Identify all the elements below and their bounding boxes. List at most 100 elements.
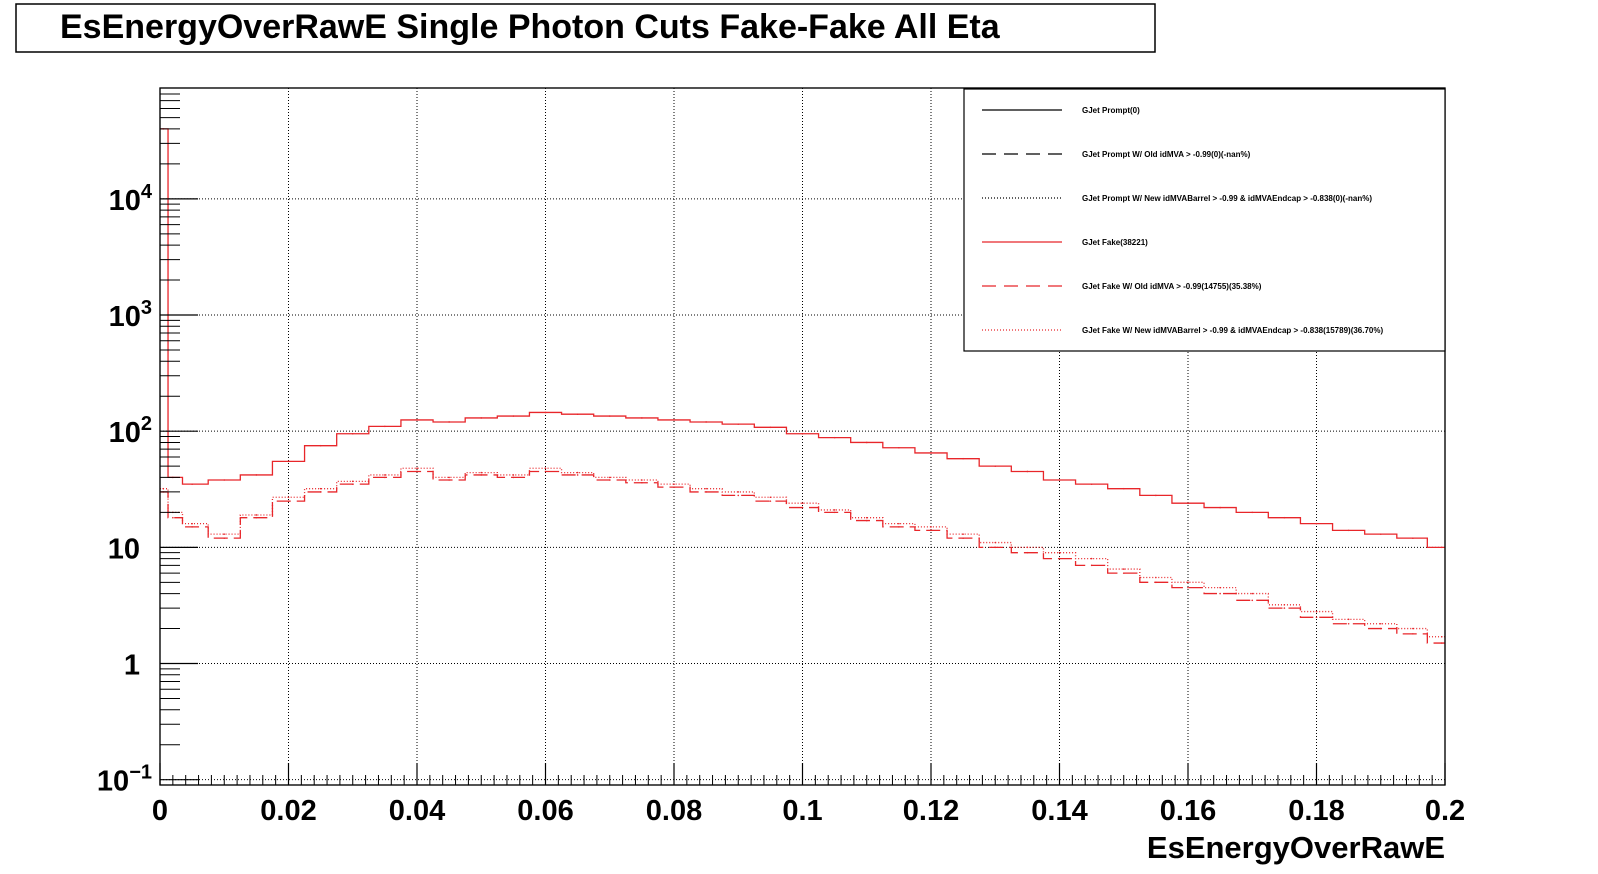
- series-point-5: [1122, 568, 1125, 570]
- series-point-4: [930, 529, 932, 532]
- series-point-5: [1155, 576, 1157, 579]
- series-point-3: [1283, 516, 1286, 519]
- series-point-5: [1026, 546, 1029, 549]
- series-point-3: [962, 457, 964, 460]
- legend-label: GJet Fake W/ Old idMVA > -0.99(14755)(35…: [1082, 282, 1262, 291]
- series-point-3: [544, 411, 547, 414]
- series-point-5: [162, 487, 165, 490]
- series-point-4: [673, 486, 675, 488]
- series-point-4: [255, 516, 258, 519]
- series-point-5: [1219, 586, 1221, 589]
- y-tick-label: 103: [109, 297, 152, 333]
- series-point-3: [319, 444, 322, 447]
- series-point-4: [641, 481, 643, 484]
- series-point-5: [512, 474, 515, 476]
- series-point-4: [1251, 599, 1254, 602]
- series-point-5: [994, 541, 997, 544]
- series-point-4: [801, 506, 804, 509]
- legend-entries: GJet Prompt(0) GJet Prompt W/ Old idMVA >…: [982, 106, 1383, 335]
- series-point-3: [1219, 506, 1221, 509]
- series-point-5: [962, 533, 964, 535]
- title-box: EsEnergyOverRawE Single Photon Cuts Fake…: [15, 3, 1156, 53]
- series-point-3: [1187, 502, 1189, 504]
- x-tick-label: 0.18: [1288, 795, 1344, 827]
- series-point-5: [576, 471, 579, 474]
- plot-border: [159, 87, 1446, 786]
- series-point-3: [769, 426, 772, 429]
- series-point-5: [705, 487, 707, 490]
- legend-label: GJet Prompt W/ Old idMVA > -0.99(0)(-nan…: [1082, 150, 1251, 159]
- legend: GJet Prompt(0) GJet Prompt W/ Old idMVA >…: [963, 88, 1446, 352]
- series-point-5: [416, 467, 418, 470]
- series-point-3: [737, 423, 740, 425]
- series-point-5: [898, 522, 900, 525]
- series-point-4: [1379, 627, 1382, 630]
- x-tick-label: 0.04: [389, 795, 445, 827]
- series-point-5: [865, 516, 868, 519]
- series-point-5: [544, 467, 547, 470]
- x-tick-label: 0.1: [782, 795, 822, 827]
- series-point-4: [512, 476, 515, 479]
- series-point-3: [255, 474, 258, 476]
- series-point-3: [1347, 529, 1350, 532]
- y-tick-label: 10: [108, 533, 140, 565]
- series-point-3: [930, 452, 932, 454]
- series-point-4: [1058, 557, 1061, 560]
- x-tick-label: 0: [152, 795, 168, 827]
- series-point-5: [930, 526, 932, 528]
- series-point-5: [833, 509, 836, 511]
- legend-label: GJet Fake W/ New idMVABarrel > -0.99 & i…: [1082, 326, 1383, 335]
- series-point-4: [1315, 616, 1318, 619]
- series-point-4: [769, 500, 772, 502]
- series-point-3: [1412, 537, 1414, 539]
- chart-title: EsEnergyOverRawE Single Photon Cuts Fake…: [60, 8, 1001, 46]
- series-point-3: [833, 436, 836, 439]
- series-point-5: [223, 533, 226, 535]
- series-point-5: [1379, 622, 1382, 625]
- series-point-5: [351, 480, 354, 483]
- series-point-4: [1187, 586, 1189, 589]
- series-point-5: [1283, 604, 1286, 606]
- series-point-3: [994, 465, 997, 467]
- series-point-4: [223, 537, 226, 539]
- series-point-4: [1026, 551, 1029, 554]
- series-point-4: [865, 519, 868, 522]
- series-point-3: [801, 432, 804, 435]
- y-tick-label: 102: [109, 413, 152, 449]
- series-point-3: [1090, 483, 1093, 485]
- series-point-5: [1058, 551, 1061, 554]
- y-tick-label: 104: [109, 181, 153, 217]
- series-point-4: [1347, 622, 1350, 625]
- series-point-5: [1440, 635, 1443, 638]
- series-point-5: [191, 522, 193, 525]
- legend-label: GJet Prompt(0): [1082, 106, 1140, 115]
- series-point-3: [191, 483, 193, 485]
- series-point-4: [544, 470, 547, 473]
- series-point-3: [673, 419, 675, 421]
- legend-label: GJet Fake(38221): [1082, 238, 1148, 247]
- series-point-4: [705, 491, 707, 493]
- x-tick-label: 0.06: [517, 795, 573, 827]
- series-point-5: [1412, 627, 1414, 630]
- series-point-5: [1187, 581, 1189, 584]
- y-tick-label: 10−1: [97, 762, 152, 798]
- series-point-5: [480, 471, 483, 474]
- series-point-4: [1090, 564, 1093, 567]
- series-point-3: [512, 415, 515, 417]
- series-point-4: [994, 546, 997, 549]
- series-point-3: [351, 432, 354, 435]
- series-point-5: [641, 479, 643, 481]
- series-point-4: [1412, 633, 1414, 635]
- series-point-3: [641, 417, 643, 419]
- x-tick-label: 0.16: [1160, 795, 1216, 827]
- series-point-3: [865, 441, 868, 444]
- series-point-4: [287, 500, 290, 502]
- axes: 0 0.02 0.04 0.06 0.08 0.1 0.12 0.14 0.16 0.18 0.2 1…: [97, 87, 1465, 827]
- series-point-3: [576, 413, 579, 416]
- series-point-3: [287, 460, 290, 463]
- series-point-5: [1347, 618, 1350, 621]
- series-point-4: [833, 511, 836, 514]
- series-layer: [160, 128, 1445, 644]
- series-point-4: [319, 491, 322, 493]
- series-point-3: [384, 425, 386, 428]
